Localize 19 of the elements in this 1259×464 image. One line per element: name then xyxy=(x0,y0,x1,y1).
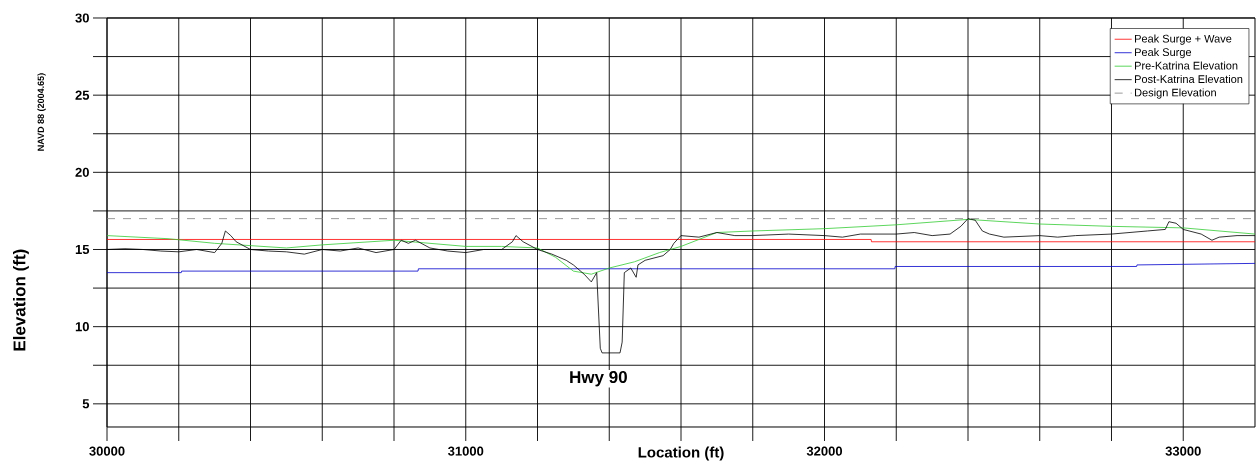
x-tick-label: 33000 xyxy=(1165,446,1201,456)
legend-label: Post-Katrina Elevation xyxy=(1135,74,1243,84)
y-tick-label: 15 xyxy=(75,245,90,255)
y-tick-label: 25 xyxy=(75,90,90,100)
x-tick-label: 30000 xyxy=(89,446,125,456)
annotation: Hwy 90 xyxy=(570,371,627,387)
y-tick-label: 30 xyxy=(75,13,89,23)
y-tick-label: 10 xyxy=(75,322,89,332)
y-axis-title: Elevation (ft) xyxy=(13,249,29,351)
x-axis-title: Location (ft) xyxy=(638,446,724,461)
legend-label: Peak Surge + Wave xyxy=(1135,34,1232,45)
legend-label: Pre-Katrina Elevation xyxy=(1135,61,1238,70)
text: NAVD 88 (2004.65) xyxy=(37,73,46,151)
y-tick-label: 5 xyxy=(82,399,90,409)
legend-label: Peak Surge xyxy=(1135,48,1192,59)
x-tick-label: 32000 xyxy=(806,446,843,456)
x-tick-label: 31000 xyxy=(447,446,484,456)
legend-label: Design Elevation xyxy=(1135,88,1216,99)
y-tick-label: 20 xyxy=(75,167,89,177)
